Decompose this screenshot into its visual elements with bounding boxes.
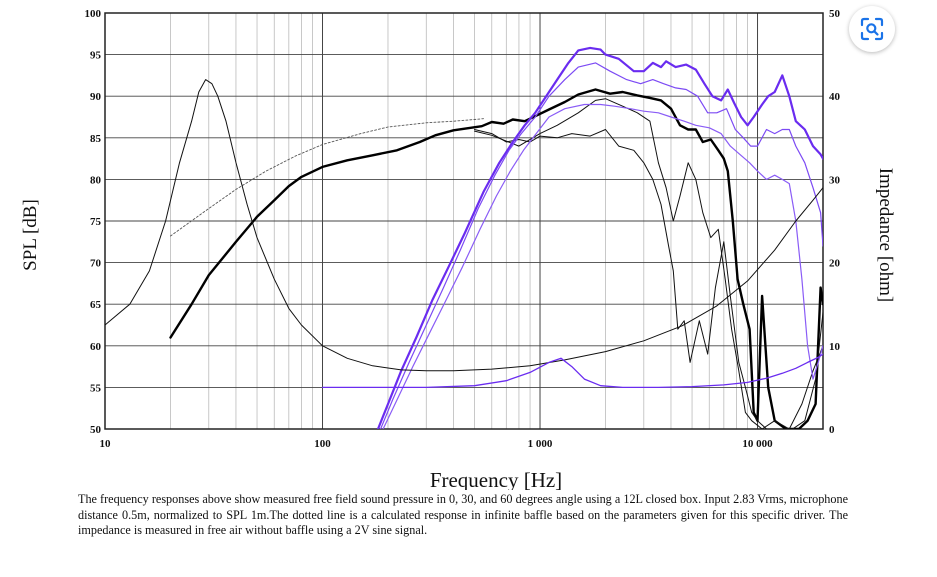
chart-grid	[104, 12, 824, 430]
visual-search-button[interactable]	[849, 6, 895, 52]
y2-tick-label: 20	[829, 258, 841, 270]
x-axis-label: Frequency [Hz]	[430, 468, 562, 490]
spl-curve-6	[382, 103, 823, 429]
plot-frame	[104, 12, 824, 430]
spl-curve-1	[474, 129, 823, 429]
impedance-curve-7	[105, 79, 823, 372]
spl-curve-3	[170, 118, 484, 237]
chart-series	[105, 46, 823, 429]
y-tick-label: 65	[90, 299, 102, 311]
y2-tick-label: 50	[829, 8, 841, 20]
y2-tick-label: 10	[829, 341, 841, 353]
y-tick-label: 100	[85, 8, 102, 20]
y-tick-label: 95	[90, 50, 102, 62]
y-tick-label: 70	[90, 258, 102, 270]
x-tick-label: 10 000	[742, 438, 773, 450]
y-tick-label: 85	[90, 133, 102, 145]
spl-curve-0	[169, 88, 823, 429]
y-tick-label: 55	[90, 382, 102, 394]
x-tick-label: 100	[314, 438, 331, 450]
x-tick-label: 1 000	[528, 438, 553, 450]
frequency-response-chart: 10 100 1 000 10 000100959085807570656055505…	[20, 8, 896, 490]
tick-labels: 10 100 1 000 10 000100959085807570656055505…	[85, 8, 841, 450]
y-axis-label: SPL [dB]	[20, 199, 41, 271]
y-tick-label: 50	[90, 424, 102, 436]
x-tick-label: 10	[100, 438, 112, 450]
y2-axis-label: Impedance [ohm]	[875, 168, 896, 303]
spl-curve-5	[380, 62, 823, 429]
spl-curve-4	[376, 46, 823, 429]
spl-curve-2	[474, 98, 823, 429]
y-tick-label: 75	[90, 216, 102, 228]
y-tick-label: 80	[90, 174, 102, 186]
y-tick-label: 60	[90, 341, 102, 353]
y-tick-label: 90	[90, 91, 102, 103]
visual-search-icon	[860, 17, 884, 41]
impedance-curve-8	[321, 353, 823, 389]
y2-tick-label: 30	[829, 174, 841, 186]
y2-tick-label: 40	[829, 91, 841, 103]
figure-caption: The frequency responses above show measu…	[78, 492, 848, 537]
y2-tick-label: 0	[829, 424, 835, 436]
